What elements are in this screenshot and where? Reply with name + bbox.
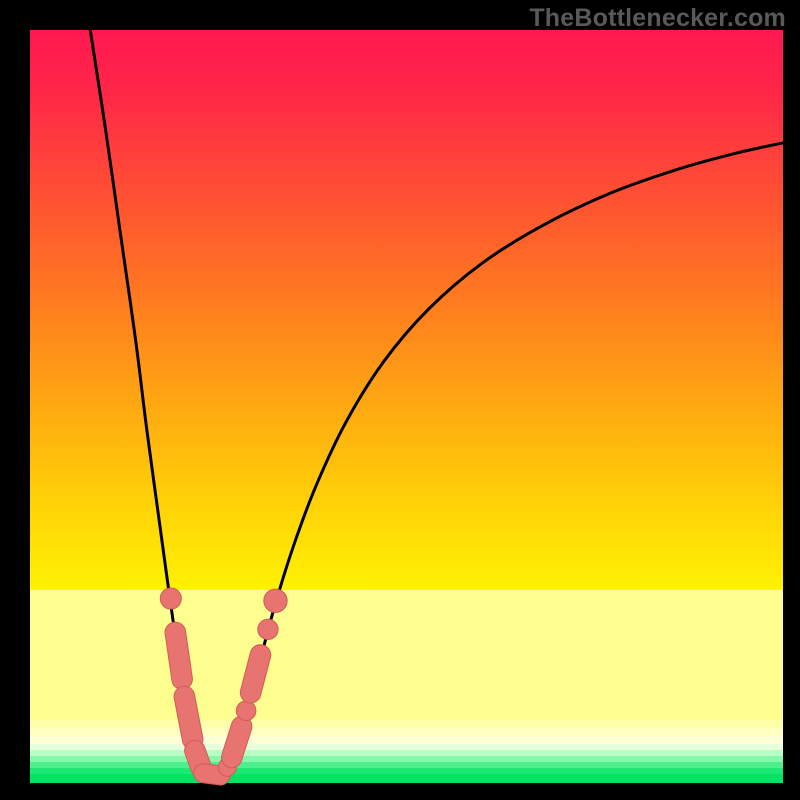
bottom-bands [30, 590, 783, 783]
source-watermark: TheBottlenecker.com [529, 4, 786, 33]
chart-stage: TheBottlenecker.com [0, 0, 800, 800]
